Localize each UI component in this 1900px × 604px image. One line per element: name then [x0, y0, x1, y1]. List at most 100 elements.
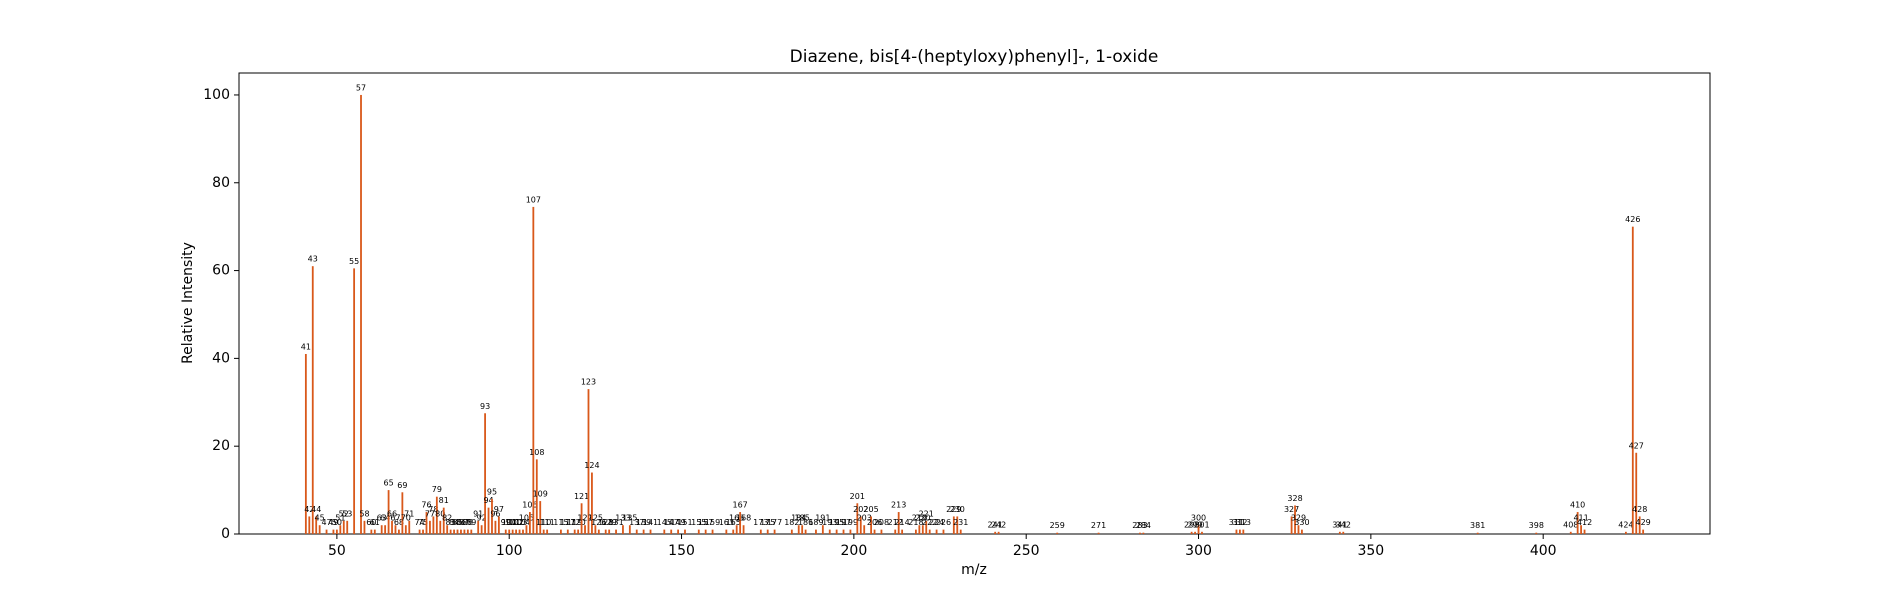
peak-label: 137 [629, 518, 644, 527]
peak-label: 66 [387, 509, 397, 518]
chart-title: Diazene, bis[4-(heptyloxy)phenyl]-, 1-ox… [790, 47, 1159, 67]
y-tick-label: 0 [221, 526, 230, 542]
peak [480, 525, 483, 534]
peak-label: 94 [483, 496, 493, 505]
peak-label: 53 [342, 509, 352, 518]
peak [1631, 226, 1634, 534]
peak [942, 529, 945, 534]
peak [363, 520, 366, 534]
peak [739, 512, 742, 534]
peak [928, 529, 931, 534]
peak-label: 212 [888, 518, 903, 527]
peak-label: 206 [867, 518, 882, 527]
peak-label: 342 [1336, 520, 1351, 529]
peak [1190, 531, 1193, 534]
peak-label: 202 [853, 505, 868, 514]
plot-frame [238, 72, 1711, 535]
peak [453, 529, 455, 534]
peak-label: 99 [501, 518, 511, 527]
peak-label: 427 [1629, 441, 1644, 450]
peak [573, 529, 576, 534]
peak-label: 115 [553, 518, 568, 527]
peak-label: 219 [912, 514, 927, 523]
peak [525, 525, 528, 534]
peak [956, 516, 959, 534]
peak [318, 525, 321, 534]
peak [704, 529, 707, 534]
peak-label: 163 [719, 518, 734, 527]
peak [894, 529, 897, 534]
peak [935, 529, 938, 534]
peak [339, 525, 342, 534]
peak [1476, 532, 1479, 534]
peak [766, 529, 769, 534]
peak-label: 133 [615, 514, 630, 523]
peak [608, 529, 611, 534]
peak-label: 381 [1470, 521, 1485, 530]
peak [994, 531, 997, 534]
peak [732, 529, 735, 534]
peak [1301, 529, 1303, 534]
peak-label: 101 [505, 518, 520, 527]
peak [1238, 529, 1241, 534]
peak-label: 341 [1332, 520, 1347, 529]
peak-label: 85 [452, 518, 462, 527]
peak-label: 61 [370, 518, 380, 527]
peak-label: 195 [829, 518, 844, 527]
peak-label: 191 [815, 514, 830, 523]
peak [401, 492, 404, 534]
peak-label: 411 [1573, 514, 1588, 523]
peak-label: 221 [919, 509, 934, 518]
peak-label: 69 [397, 481, 407, 490]
peak [387, 490, 390, 534]
peak-label: 82 [442, 514, 452, 523]
peak [308, 516, 311, 534]
peak [442, 507, 445, 534]
peak [446, 525, 449, 534]
peak-label: 193 [822, 518, 837, 527]
peak-label: 51 [335, 514, 345, 523]
peak [1580, 525, 1582, 534]
peak-label: 87 [459, 518, 469, 527]
x-tick-label: 100 [496, 543, 523, 559]
x-tick-label: 150 [668, 543, 695, 559]
peak-label: 47 [321, 518, 331, 527]
peak-label: 312 [1232, 518, 1247, 527]
peak-label: 126 [591, 518, 606, 527]
peak-label: 298 [1184, 520, 1199, 529]
peak-label: 86 [456, 518, 466, 527]
peak [370, 529, 373, 534]
peak-label: 42 [304, 505, 314, 514]
peak-label: 96 [490, 509, 500, 518]
peak-label: 229 [946, 505, 961, 514]
peak [587, 389, 590, 534]
peak [677, 529, 679, 534]
peak [360, 94, 362, 534]
peak-label: 284 [1136, 521, 1151, 530]
peak-label: 205 [863, 505, 878, 514]
peak-label: 95 [487, 487, 497, 496]
peak [1583, 529, 1586, 534]
peak-label: 41 [301, 342, 311, 351]
peak-label: 189 [808, 518, 823, 527]
peak-label: 123 [581, 378, 596, 387]
peak [332, 529, 335, 534]
peak-label: 71 [404, 509, 414, 518]
peak-label: 329 [1291, 514, 1306, 523]
peak [542, 529, 545, 534]
peak [311, 266, 314, 534]
peak-label: 124 [584, 461, 599, 470]
peak [1569, 531, 1572, 534]
peak-label: 145 [657, 518, 672, 527]
peak [325, 529, 328, 534]
peak [1194, 531, 1196, 534]
peak [504, 529, 507, 534]
peak [1642, 529, 1645, 534]
peak-label: 78 [428, 505, 438, 514]
x-tick-label: 350 [1357, 543, 1384, 559]
peak [353, 268, 356, 534]
peak [528, 512, 531, 534]
peak [466, 529, 469, 534]
peak-label: 122 [577, 514, 592, 523]
